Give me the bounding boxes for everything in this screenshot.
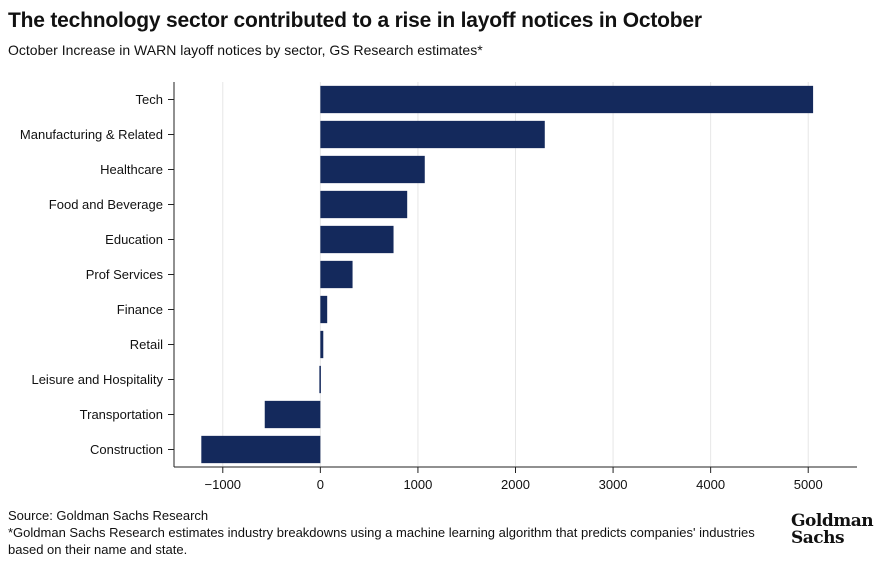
bar — [320, 330, 324, 359]
bar — [320, 190, 408, 219]
logo-line-1: Goldman — [791, 511, 874, 531]
x-tick-label: 3000 — [599, 477, 628, 492]
methodology-note: *Goldman Sachs Research estimates indust… — [8, 525, 755, 557]
bar — [320, 155, 425, 184]
y-tick-label: Food and Beverage — [49, 197, 163, 212]
y-tick-label: Leisure and Hospitality — [31, 372, 163, 387]
chart-title: The technology sector contributed to a r… — [8, 9, 702, 32]
y-tick-label: Finance — [117, 302, 163, 317]
bar — [201, 435, 321, 464]
goldman-sachs-logo: Goldman Sachs — [791, 511, 874, 548]
bars — [201, 85, 814, 464]
axes — [168, 82, 857, 473]
y-tick-label: Prof Services — [86, 267, 164, 282]
bar — [320, 295, 328, 324]
y-tick-label: Retail — [130, 337, 163, 352]
chart-subtitle: October Increase in WARN layoff notices … — [8, 42, 483, 58]
logo-line-2: Sachs — [791, 528, 845, 548]
x-tick-label: 4000 — [696, 477, 725, 492]
tick-labels: Tech Manufacturing & Related Healthcare Foo… — [20, 92, 823, 492]
x-tick-label: −1000 — [205, 477, 242, 492]
bar — [319, 365, 321, 394]
bar — [264, 400, 321, 429]
x-tick-label: 1000 — [403, 477, 432, 492]
x-tick-label: 5000 — [794, 477, 823, 492]
bar — [320, 260, 353, 289]
x-tick-label: 0 — [317, 477, 324, 492]
y-tick-label: Tech — [136, 92, 163, 107]
x-tick-label: 2000 — [501, 477, 530, 492]
y-tick-label: Transportation — [80, 407, 163, 422]
bar — [320, 85, 814, 114]
bar — [320, 120, 545, 149]
bar — [320, 225, 394, 254]
y-tick-label: Healthcare — [100, 162, 163, 177]
source-note: Source: Goldman Sachs Research — [8, 508, 209, 523]
y-tick-label: Education — [105, 232, 163, 247]
y-tick-label: Construction — [90, 442, 163, 457]
chart-footer: Source: Goldman Sachs Research *Goldman … — [8, 507, 778, 558]
y-tick-label: Manufacturing & Related — [20, 127, 163, 142]
bar-chart: Tech Manufacturing & Related Healthcare Foo… — [20, 82, 857, 492]
